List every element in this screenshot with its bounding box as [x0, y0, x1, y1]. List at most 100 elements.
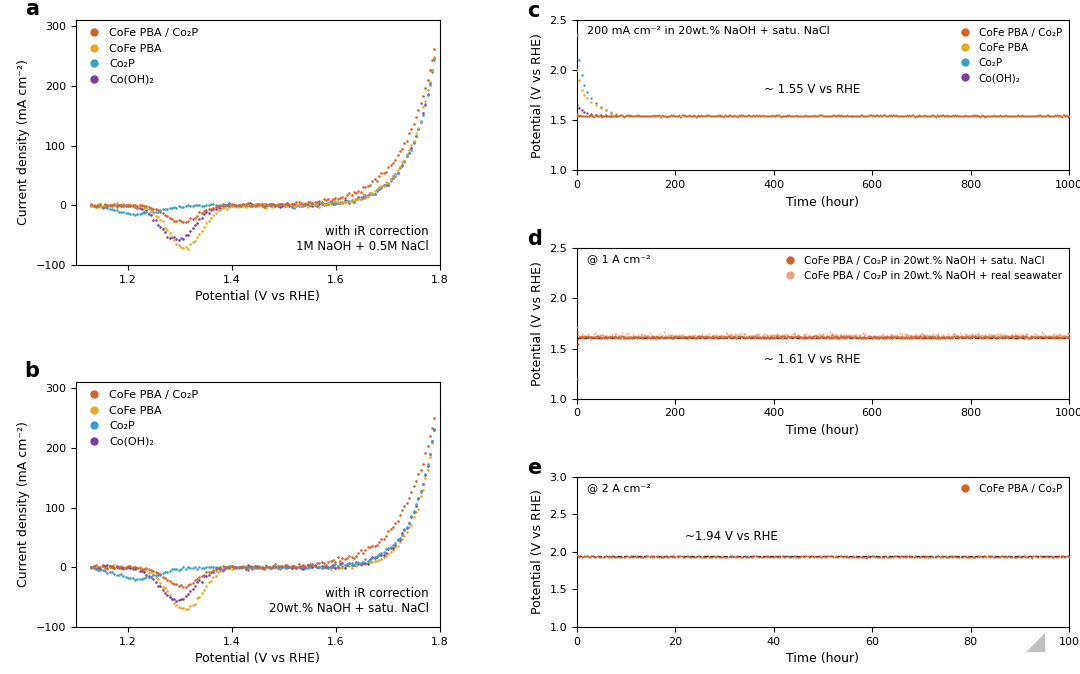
Point: [136, 203, 153, 214]
Point: [583, 109, 600, 120]
Point: [765, 330, 782, 340]
Point: [900, 110, 917, 121]
Point: [931, 334, 948, 344]
Point: [306, 197, 323, 208]
Point: [999, 551, 1016, 562]
Point: [271, 199, 288, 210]
Point: [362, 180, 379, 191]
Point: [122, 200, 139, 210]
Point: [612, 110, 630, 121]
Point: [399, 135, 416, 146]
Point: [354, 559, 372, 570]
Point: [324, 562, 341, 573]
Point: [866, 330, 883, 341]
Point: [1051, 333, 1068, 344]
Point: [649, 332, 666, 342]
Point: [181, 213, 199, 224]
Point: [1040, 111, 1057, 121]
Point: [366, 556, 383, 567]
Point: [742, 551, 759, 562]
Point: [329, 198, 347, 209]
Point: [617, 332, 634, 342]
Point: [195, 570, 213, 580]
Point: [573, 70, 591, 81]
Point: [1056, 332, 1074, 342]
Point: [733, 330, 751, 341]
Point: [375, 180, 392, 191]
Point: [781, 332, 798, 343]
Point: [994, 329, 1011, 340]
Point: [391, 163, 408, 174]
Point: [184, 223, 201, 234]
Point: [661, 111, 678, 121]
Point: [405, 137, 422, 148]
Point: [1041, 330, 1058, 341]
Point: [716, 332, 733, 342]
Point: [362, 557, 379, 568]
Point: [686, 551, 703, 562]
Point: [195, 570, 213, 581]
Point: [699, 551, 716, 561]
Point: [380, 179, 397, 190]
Point: [334, 197, 351, 208]
Point: [755, 333, 772, 344]
Point: [224, 561, 241, 572]
Point: [591, 332, 608, 343]
Point: [701, 551, 718, 562]
Point: [660, 332, 677, 343]
Point: [279, 559, 296, 570]
Point: [104, 567, 121, 578]
Point: [110, 563, 127, 574]
Point: [1011, 332, 1028, 343]
Point: [163, 232, 180, 243]
Point: [977, 111, 995, 121]
Point: [708, 110, 726, 121]
Point: [1048, 331, 1065, 342]
Point: [717, 332, 734, 342]
Point: [959, 330, 976, 341]
Point: [945, 551, 962, 562]
Point: [384, 545, 402, 555]
Point: [226, 200, 243, 211]
Point: [1027, 332, 1044, 342]
Point: [782, 111, 799, 121]
Point: [181, 200, 199, 211]
Point: [602, 332, 619, 342]
Point: [964, 330, 982, 341]
Point: [98, 563, 116, 574]
Point: [248, 561, 266, 572]
Point: [642, 332, 659, 342]
Point: [163, 578, 180, 588]
Point: [758, 111, 775, 122]
Point: [320, 562, 337, 573]
Point: [405, 506, 422, 517]
Point: [210, 205, 227, 216]
Point: [882, 331, 900, 342]
Point: [980, 330, 997, 341]
Point: [728, 330, 745, 340]
Point: [932, 331, 949, 342]
Point: [569, 111, 586, 121]
Point: [666, 551, 684, 562]
Point: [860, 551, 877, 562]
Point: [170, 200, 187, 211]
Point: [1000, 111, 1017, 121]
Point: [700, 332, 717, 343]
Text: a: a: [25, 0, 39, 20]
Point: [637, 551, 654, 561]
Point: [338, 553, 355, 564]
Point: [974, 332, 991, 343]
Point: [996, 111, 1013, 121]
Point: [906, 332, 923, 343]
Point: [920, 331, 937, 342]
Point: [1003, 331, 1021, 342]
Point: [409, 493, 427, 504]
Point: [635, 111, 652, 121]
Point: [356, 558, 374, 569]
Point: [880, 332, 897, 343]
Point: [145, 208, 162, 219]
Point: [299, 200, 316, 211]
Point: [712, 332, 729, 342]
Point: [960, 332, 977, 342]
Point: [106, 563, 123, 574]
